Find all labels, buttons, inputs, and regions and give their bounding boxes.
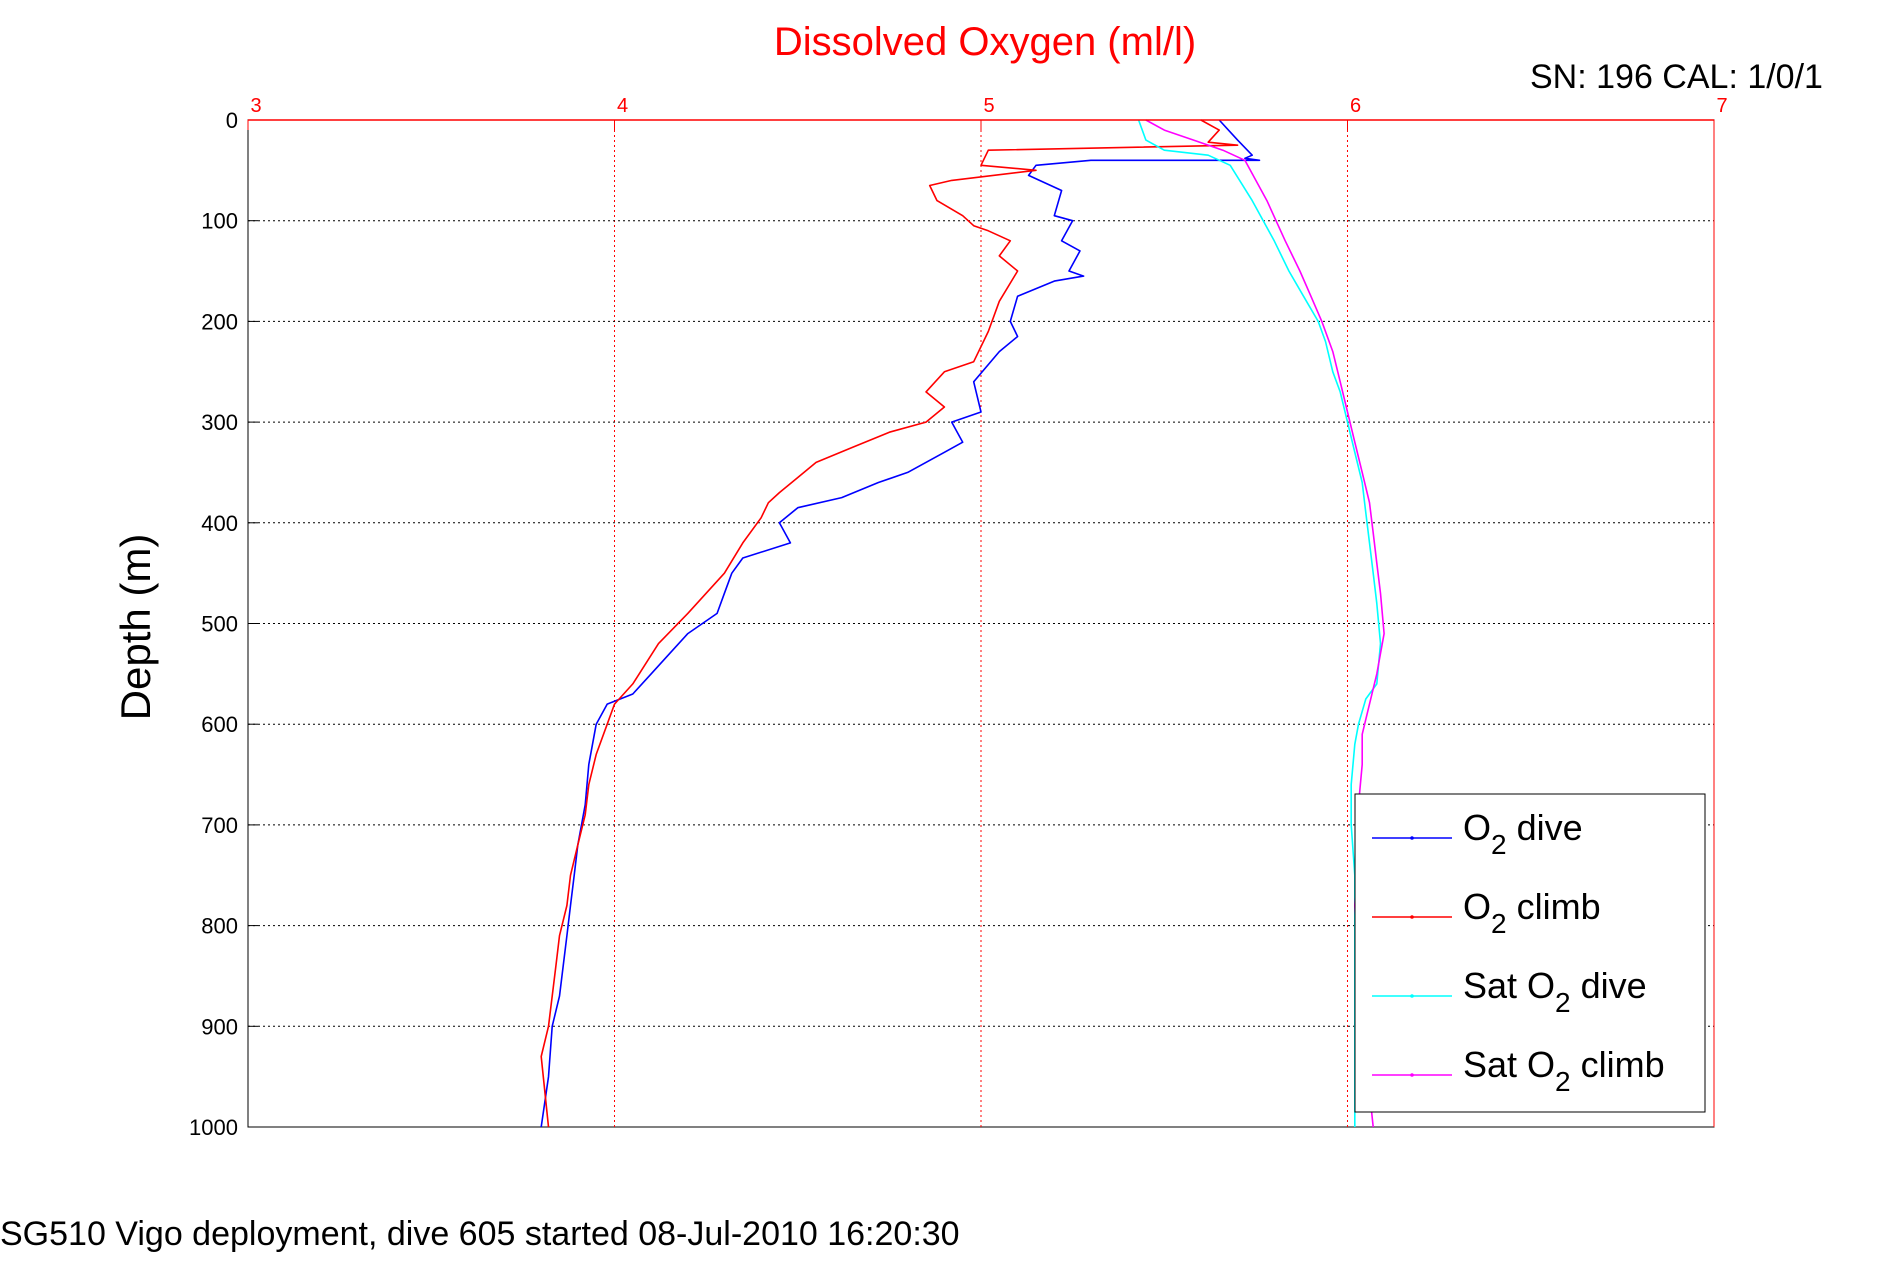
legend-label-1: O2 climb	[1463, 886, 1601, 939]
x-tick-label: 5	[983, 95, 994, 117]
legend-label-subscript: 2	[1491, 829, 1507, 860]
legend-label-2: Sat O2 dive	[1463, 965, 1647, 1018]
series-line-0	[540, 119, 1261, 1128]
x-tick-label: 3	[250, 95, 261, 117]
legend-marker-1	[1410, 915, 1414, 919]
y-tick-label: 0	[226, 108, 238, 133]
y-tick-label: 300	[201, 410, 238, 435]
y-tick-label: 800	[201, 914, 238, 939]
legend-label-main: O	[1463, 807, 1491, 848]
footer-caption: SG510 Vigo deployment, dive 605 started …	[0, 1215, 960, 1253]
legend-label-main: Sat O	[1463, 965, 1555, 1006]
x-tick-label: 7	[1716, 95, 1727, 117]
y-tick-label: 1000	[189, 1115, 238, 1140]
y-tick-label: 100	[201, 209, 238, 234]
y-tick-label: 400	[201, 511, 238, 536]
legend-label-main: Sat O	[1463, 1044, 1555, 1085]
x-tick-labels: 3 4 5 6 7	[247, 95, 1728, 130]
legend-label-tail: dive	[1571, 965, 1647, 1006]
y-tick-label: 500	[201, 612, 238, 637]
y-tick-label: 700	[201, 813, 238, 838]
legend-marker-3	[1410, 1073, 1414, 1077]
y-tick-labels: 0 100 200 300 400 500 600 700 800 900 1000	[189, 108, 258, 1140]
chart-title: Dissolved Oxygen (ml/l)	[774, 20, 1196, 64]
legend-label-subscript: 2	[1555, 987, 1571, 1018]
legend-marker-2	[1410, 994, 1414, 998]
legend-label-tail: climb	[1507, 886, 1601, 927]
y-tick-label: 200	[201, 309, 238, 334]
legend-marker-0	[1410, 836, 1414, 840]
serial-calibration-note: SN: 196 CAL: 1/0/1	[1530, 58, 1823, 96]
legend-label-subscript: 2	[1491, 908, 1507, 939]
x-tick-label: 4	[617, 95, 628, 117]
y-axis-label: Depth (m)	[112, 534, 159, 721]
legend-label-3: Sat O2 climb	[1463, 1044, 1665, 1097]
x-tick-label: 6	[1350, 95, 1361, 117]
data-series	[540, 119, 1385, 1128]
y-tick-label: 900	[201, 1014, 238, 1039]
legend-label-main: O	[1463, 886, 1491, 927]
legend-label-subscript: 2	[1555, 1066, 1571, 1097]
y-tick-label: 600	[201, 712, 238, 737]
legend-label-tail: climb	[1571, 1044, 1665, 1085]
series-line-1	[540, 119, 1239, 1128]
legend-label-tail: dive	[1507, 807, 1583, 848]
series-line-2	[1137, 119, 1382, 1127]
legend-label-0: O2 dive	[1463, 807, 1583, 860]
legend-box	[1354, 793, 1706, 1113]
